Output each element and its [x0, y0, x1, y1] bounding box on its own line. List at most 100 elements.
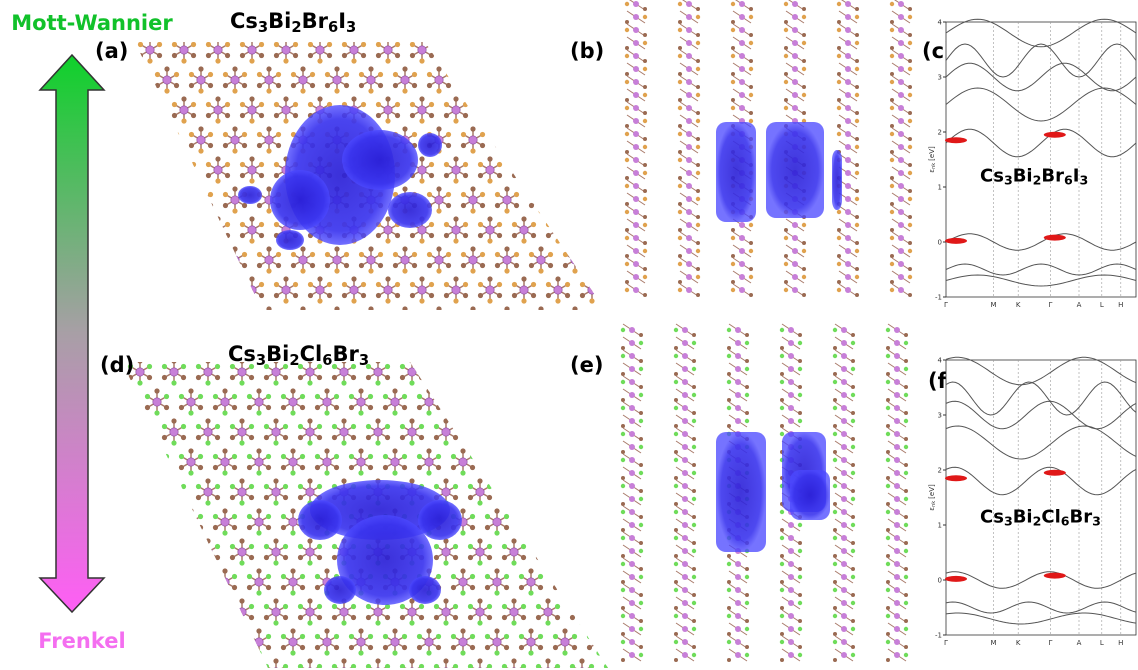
- bond: [589, 455, 600, 463]
- ligand-atom: [485, 345, 490, 350]
- ligand-atom: [640, 328, 645, 333]
- ligand-atom: [453, 358, 458, 363]
- bond: [208, 283, 219, 291]
- bond: [769, 255, 779, 261]
- bond: [684, 165, 694, 171]
- ligand-atom: [426, 328, 431, 333]
- bond: [598, 521, 608, 529]
- ligand-atom: [367, 393, 374, 400]
- ligand-atom: [554, 374, 561, 381]
- ligand-atom: [146, 434, 153, 441]
- ligand-atom: [426, 388, 432, 394]
- ligand-atom: [586, 584, 593, 591]
- ligand-atom: [784, 293, 789, 298]
- ligand-atom: [248, 603, 255, 610]
- ligand-atom: [197, 464, 204, 471]
- ligand-atom: [718, 252, 723, 257]
- ligand-atom: [393, 12, 398, 17]
- ligand-atom: [579, 478, 585, 484]
- bond: [557, 229, 568, 237]
- bond: [215, 337, 225, 343]
- ligand-atom: [767, 252, 772, 257]
- bond: [149, 169, 160, 177]
- bond: [547, 431, 558, 439]
- bi-atom: [707, 256, 715, 264]
- ligand-atom: [385, 298, 391, 304]
- ligand-atom: [545, 380, 551, 386]
- bond: [523, 49, 534, 57]
- ligand-atom: [292, 101, 299, 108]
- ligand-atom: [552, 584, 559, 591]
- bond: [506, 139, 517, 147]
- bond: [412, 345, 422, 351]
- ligand-atom: [401, 393, 408, 400]
- ligand-atom: [572, 246, 578, 252]
- bi-atom: [162, 135, 172, 145]
- ligand-atom: [163, 453, 170, 460]
- ligand-atom: [579, 112, 586, 119]
- ligand-atom: [178, 453, 185, 460]
- ligand-atom: [589, 96, 595, 102]
- ligand-atom: [647, 358, 652, 363]
- bond: [456, 345, 466, 351]
- bond: [463, 320, 473, 326]
- ligand-atom: [249, 118, 255, 124]
- bi-atom: [724, 226, 732, 234]
- ligand-atom: [436, 66, 442, 72]
- ligand-atom: [650, 72, 655, 77]
- ligand-atom: [249, 96, 255, 102]
- ligand-atom: [265, 464, 272, 471]
- bond: [140, 163, 151, 171]
- ligand-atom: [461, 12, 466, 17]
- bi-atom: [220, 577, 230, 587]
- ligand-atom: [436, 88, 442, 94]
- bond: [557, 103, 568, 111]
- bi-atom: [400, 75, 410, 85]
- ligand-atom: [477, 161, 484, 168]
- ligand-atom: [596, 448, 602, 454]
- bond: [660, 230, 670, 236]
- bond: [667, 140, 677, 146]
- bond: [711, 320, 721, 326]
- ligand-atom: [581, 82, 588, 89]
- ligand-atom: [487, 298, 493, 304]
- bond: [327, 320, 337, 326]
- bond: [479, 365, 490, 373]
- ligand-atom: [299, 573, 306, 580]
- ligand-atom: [513, 131, 520, 138]
- ligand-atom: [562, 448, 568, 454]
- ligand-atom: [348, 404, 355, 411]
- bi-atom: [758, 346, 766, 354]
- ligand-atom: [351, 276, 357, 282]
- ligand-atom: [231, 513, 238, 520]
- bond: [626, 110, 636, 116]
- ligand-atom: [470, 334, 475, 339]
- ligand-atom: [596, 568, 602, 574]
- ligand-atom: [605, 393, 608, 400]
- ligand-atom: [528, 262, 535, 269]
- bi-atom: [485, 165, 495, 175]
- ligand-atom: [273, 380, 279, 386]
- bond: [677, 195, 687, 201]
- bond: [650, 110, 660, 116]
- ligand-atom: [394, 292, 401, 299]
- ligand-atom: [605, 464, 608, 471]
- ligand-atom: [297, 423, 304, 430]
- bond: [303, 315, 313, 321]
- bi-atom: [612, 368, 620, 376]
- bond: [497, 337, 507, 343]
- ligand-atom: [810, 328, 815, 333]
- bond: [507, 20, 517, 26]
- bi-atom: [220, 397, 230, 407]
- ligand-atom: [333, 453, 340, 460]
- bond: [616, 170, 626, 176]
- bi-atom: [373, 607, 383, 617]
- ligand-atom: [195, 603, 202, 610]
- bi-atom: [543, 487, 553, 497]
- bi-atom: [400, 255, 410, 265]
- ligand-atom: [470, 148, 476, 154]
- ligand-atom: [518, 464, 525, 471]
- ligand-atom: [769, 293, 774, 298]
- bi-atom: [519, 285, 529, 295]
- ligand-atom: [198, 334, 203, 339]
